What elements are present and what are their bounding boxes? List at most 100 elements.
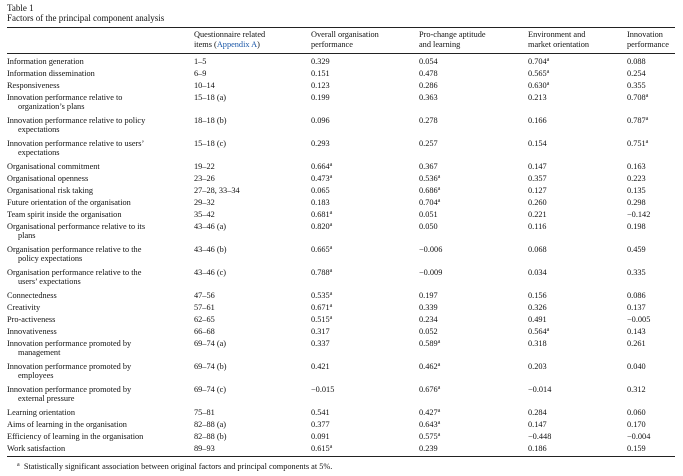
cell-prochange: 0.050 [419,222,438,232]
cell-prochange: 0.339 [419,303,438,313]
cell-innovation: 0.137 [627,303,646,313]
cell-value: 82–88 (a) [194,420,227,429]
cell-value: 0.284 [528,408,547,417]
cell-innovation: 0.355 [627,81,646,91]
factor-name: Innovation performance relative to [7,93,123,102]
cell-value: 47–56 [194,291,215,300]
header-prochange: Pro-change aptitude and learning [419,30,486,49]
cell-environment: 0.147 [528,420,547,430]
cell-value: 0.213 [528,93,547,102]
cell-value: 0.708 [627,93,646,102]
cell-items: 23–26 [194,174,215,184]
cell-items: 15–18 (c) [194,139,226,149]
cell-value: 0.116 [528,222,547,231]
cell-prochange: −0.006 [419,245,442,255]
cell-value: 0.681 [311,210,330,219]
cell-value: 0.159 [627,444,646,453]
factor-name-continued: plans [18,231,36,240]
cell-innovation: −0.004 [627,432,650,442]
cell-value: 0.427 [419,408,438,417]
cell-value: 43–46 (c) [194,268,227,277]
cell-items: 43–46 (b) [194,245,227,255]
cell-value: 0.065 [311,186,330,195]
cell-innovation: 0.459 [627,245,646,255]
cell-overall: 0.096 [311,116,330,126]
cell-value: 0.137 [627,303,646,312]
cell-prochange: 0.051 [419,210,438,220]
cell-value: 0.363 [419,93,438,102]
factor-name: Innovation performance promoted by [7,339,132,348]
cell-prochange: 0.234 [419,315,438,325]
cell-overall: 0.515a [311,315,332,325]
cell-prochange: 0.054 [419,57,438,67]
significance-marker: a [329,303,333,309]
factor-name: Organisational performance relative to i… [7,222,146,231]
cell-value: 0.298 [627,198,646,207]
significance-marker: a [329,210,333,216]
header-environment: Environment and market orientation [528,30,590,49]
significance-marker: a [546,327,550,333]
cell-value: 0.357 [528,174,547,183]
cell-overall: −0.015 [311,385,334,395]
cell-overall: 0.329 [311,57,330,67]
significance-marker: a [437,408,441,414]
cell-items: 66–68 [194,327,215,337]
factor-name: Learning orientation [7,408,75,417]
header-innovation: Innovation performance [627,30,669,49]
factor-name: Innovation performance relative to users… [7,139,145,148]
cell-value: 0.260 [528,198,547,207]
cell-items: 69–74 (c) [194,385,226,395]
cell-value: 0.199 [311,93,330,102]
cell-value: 0.377 [311,420,330,429]
footnote-marker: a [17,462,20,468]
cell-value: 69–74 (c) [194,385,227,394]
cell-environment: 0.154 [528,139,547,149]
cell-environment: 0.491 [528,315,547,325]
cell-value: 0.239 [419,444,438,453]
cell-overall: 0.337 [311,339,330,349]
appendix-a-link[interactable]: Appendix A [216,40,258,49]
significance-marker: a [546,81,550,87]
table-bottom-rule [7,456,675,457]
cell-value: 0.198 [627,222,646,231]
cell-prochange: 0.427a [419,408,440,418]
cell-value: −0.009 [419,268,443,277]
table-label: Table 1 [7,3,34,13]
cell-value: 69–74 (b) [194,362,227,371]
cell-value: 0.339 [419,303,438,312]
cell-value: 0.034 [528,268,547,277]
cell-value: 66–68 [194,327,215,336]
factor-name: Connectedness [7,291,57,300]
cell-overall: 0.123 [311,81,330,91]
cell-value: 89–93 [194,444,215,453]
cell-prochange: 0.278 [419,116,438,126]
cell-innovation: 0.170 [627,420,646,430]
significance-marker: a [329,174,333,180]
cell-value: 15–18 (c) [194,139,227,148]
cell-environment: 0.630a [528,81,549,91]
factor-name-continued: expectations [18,148,60,157]
cell-value: 0.478 [419,69,438,78]
factor-name: Team spirit inside the organisation [7,210,122,219]
factor-name-continued: employees [18,371,54,380]
cell-value: 0.156 [528,291,547,300]
cell-innovation: 0.261 [627,339,646,349]
significance-marker: a [437,339,441,345]
factor-name: Responsiveness [7,81,60,90]
header-items: Questionnaire related items (Appendix A) [194,30,266,49]
cell-items: 35–42 [194,210,215,220]
cell-value: 0.704 [528,57,547,66]
cell-environment: 0.326 [528,303,547,313]
cell-value: 0.234 [419,315,438,324]
cell-overall: 0.065 [311,186,330,196]
cell-value: 0.052 [419,327,438,336]
cell-value: 0.197 [419,291,438,300]
cell-value: 0.054 [419,57,438,66]
cell-value: 0.421 [311,362,330,371]
cell-value: 0.091 [311,432,330,441]
cell-overall: 0.541 [311,408,330,418]
cell-value: 0.473 [311,174,330,183]
cell-value: −0.142 [627,210,651,219]
cell-value: −0.004 [627,432,651,441]
cell-overall: 0.681a [311,210,332,220]
